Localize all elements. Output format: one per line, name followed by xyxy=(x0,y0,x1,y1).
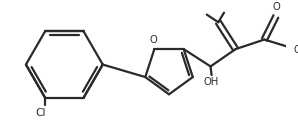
Text: O: O xyxy=(273,2,281,12)
Text: O: O xyxy=(293,45,298,55)
Text: OH: OH xyxy=(204,77,219,87)
Text: Cl: Cl xyxy=(35,108,46,118)
Text: O: O xyxy=(150,35,157,45)
